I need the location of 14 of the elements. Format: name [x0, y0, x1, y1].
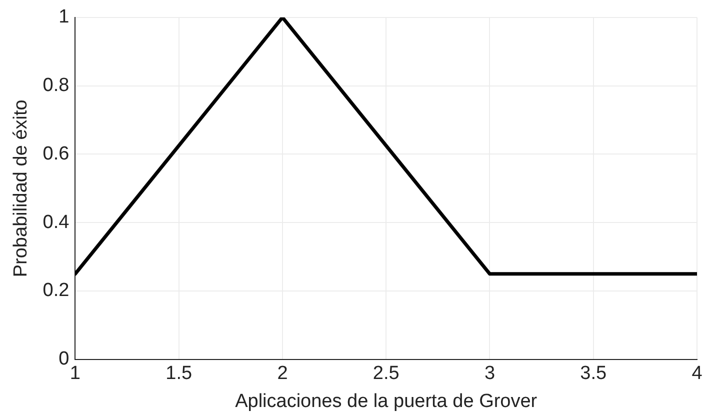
x-tick-label: 4: [692, 363, 703, 384]
y-tick-label: 0.4: [42, 212, 70, 233]
y-tick-label: 1: [58, 6, 70, 28]
x-axis-title: Aplicaciones de la puerta de Grover: [235, 390, 538, 412]
x-tick-label: 3: [484, 363, 496, 384]
y-tick-label: 0.6: [42, 143, 70, 164]
y-tick-label: 0.8: [42, 75, 70, 96]
y-tick-label: 0: [58, 348, 70, 370]
y-axis-title: Probabilidad de éxito: [10, 100, 32, 278]
x-tick-label: 3.5: [580, 363, 607, 384]
x-tick-label: 2: [277, 363, 288, 384]
y-tick-label: 0.2: [42, 280, 70, 302]
x-tick-label: 2.5: [372, 363, 400, 384]
x-tick-label: 1.5: [166, 363, 192, 384]
